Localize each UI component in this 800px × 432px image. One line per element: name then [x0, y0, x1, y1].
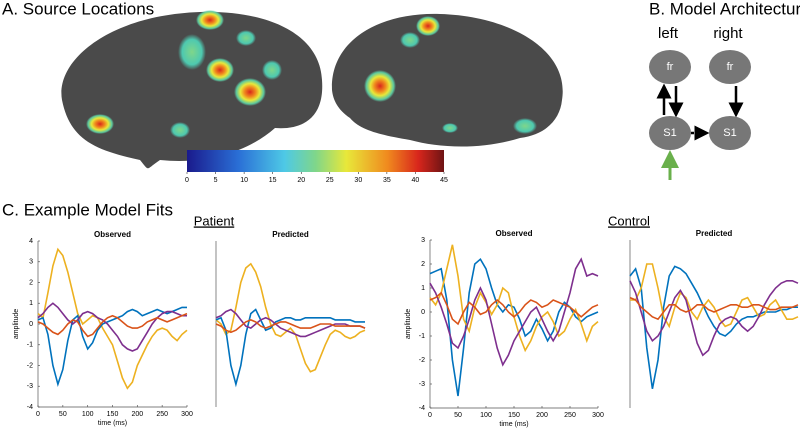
y-tick-label: 4 [29, 238, 33, 245]
x-tick-label: 10 [240, 177, 248, 184]
x-axis-label: time (ms) [499, 421, 528, 428]
group-label: Patient [194, 213, 235, 228]
brain-right [331, 13, 563, 147]
series-line [215, 308, 366, 338]
series-line [629, 296, 799, 321]
x-tick-label: 100 [82, 411, 94, 418]
y-axis-label: amplitude [13, 309, 20, 339]
y-tick-label: 0 [421, 309, 425, 316]
x-tick-label: 30 [354, 177, 362, 184]
node-label: S1 [663, 127, 676, 139]
node-label: fr [667, 61, 674, 73]
series-line [629, 280, 799, 357]
x-tick-label: 0 [185, 177, 189, 184]
group-label: Control [608, 213, 650, 228]
x-tick-label: 300 [592, 412, 604, 419]
x-tick-label: 15 [269, 177, 277, 184]
x-tick-label: 300 [181, 411, 193, 418]
y-tick-label: 2 [29, 279, 33, 286]
y-tick-label: -3 [419, 381, 425, 388]
colorbar [187, 150, 444, 172]
y-tick-label: -4 [27, 404, 33, 411]
x-tick-label: 250 [156, 411, 168, 418]
x-tick-label: 250 [564, 412, 576, 419]
x-tick-label: 200 [131, 411, 143, 418]
column-label: right [713, 25, 743, 42]
series-line [630, 263, 799, 329]
series-line [429, 244, 599, 353]
chart-title: Predicted [272, 230, 309, 239]
panel-title: B. Model Architecture [649, 0, 800, 18]
y-tick-label: -4 [419, 405, 425, 412]
x-tick-label: 40 [412, 177, 420, 184]
series-line [37, 247, 188, 390]
x-tick-label: 0 [428, 412, 432, 419]
chart-title: Predicted [696, 229, 733, 238]
series-line [215, 262, 366, 373]
node-label: fr [727, 61, 734, 73]
y-tick-label: 1 [421, 285, 425, 292]
x-tick-label: 45 [440, 177, 448, 184]
column-label: left [658, 25, 679, 42]
x-tick-label: 150 [508, 412, 520, 419]
model-diagram [649, 50, 751, 180]
x-tick-label: 0 [36, 411, 40, 418]
x-tick-label: 25 [326, 177, 334, 184]
x-tick-label: 20 [297, 177, 305, 184]
series-line [37, 306, 187, 387]
x-tick-label: 150 [107, 411, 119, 418]
series-line [215, 308, 365, 388]
y-tick-label: 1 [29, 300, 33, 307]
y-tick-label: 3 [29, 259, 33, 266]
panel-title: A. Source Locations [2, 0, 154, 18]
y-tick-label: 2 [421, 261, 425, 268]
brain-left [61, 10, 323, 169]
y-tick-label: -1 [27, 342, 33, 349]
x-axis-label: time (ms) [98, 420, 127, 427]
x-tick-label: 50 [59, 411, 67, 418]
x-tick-label: 35 [383, 177, 391, 184]
y-tick-label: -3 [27, 383, 33, 390]
series-line [429, 291, 599, 326]
y-tick-label: -2 [419, 357, 425, 364]
series-line [37, 302, 187, 352]
series-line [629, 265, 798, 389]
x-tick-label: 200 [536, 412, 548, 419]
chart-title: Observed [496, 229, 533, 238]
y-axis-label: amplitude [405, 309, 412, 339]
y-tick-label: -1 [419, 333, 425, 340]
node-label: S1 [723, 127, 736, 139]
series-line [215, 319, 366, 334]
x-tick-label: 100 [480, 412, 492, 419]
series-line [429, 257, 599, 367]
chart-title: Observed [94, 230, 131, 239]
series-line [37, 312, 188, 338]
y-tick-label: -2 [27, 362, 33, 369]
x-tick-label: 50 [454, 412, 462, 419]
x-tick-label: 5 [214, 177, 218, 184]
y-tick-label: 0 [29, 321, 33, 328]
y-tick-label: 3 [421, 237, 425, 244]
panel-title: C. Example Model Fits [2, 200, 173, 219]
